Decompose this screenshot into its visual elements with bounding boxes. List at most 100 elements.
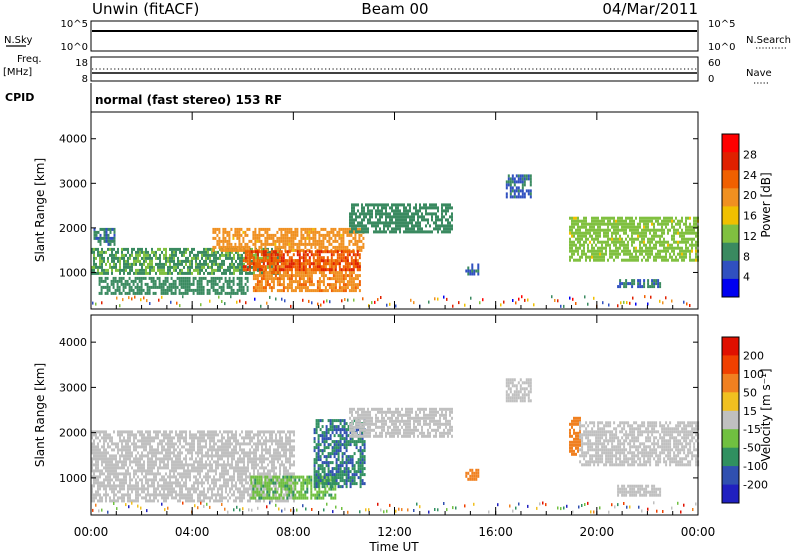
power-cell bbox=[241, 280, 243, 283]
power-cell bbox=[271, 277, 273, 280]
velocity-cell bbox=[201, 451, 203, 454]
power-cell bbox=[573, 226, 575, 229]
power-cell bbox=[629, 226, 631, 229]
power-cell bbox=[583, 244, 585, 247]
power-cell bbox=[569, 297, 571, 300]
power-cell bbox=[255, 268, 257, 271]
velocity-cell bbox=[193, 433, 195, 436]
power-cell bbox=[655, 282, 657, 285]
power-cell bbox=[320, 228, 322, 231]
power-cell bbox=[298, 246, 300, 249]
power-cell bbox=[395, 305, 397, 308]
power-cell bbox=[631, 223, 633, 226]
velocity-cell bbox=[193, 469, 195, 472]
velocity-cell bbox=[259, 430, 261, 433]
power-cell bbox=[593, 238, 595, 241]
velocity-cell bbox=[197, 436, 199, 439]
power-cell bbox=[259, 265, 261, 268]
power-cell bbox=[617, 238, 619, 241]
power-cell bbox=[309, 256, 311, 259]
velocity-cell bbox=[157, 472, 159, 475]
power-cell bbox=[253, 277, 255, 280]
power-cell bbox=[104, 240, 106, 243]
velocity-cell bbox=[111, 499, 113, 502]
power-cell bbox=[677, 259, 679, 262]
power-cell bbox=[330, 243, 332, 246]
power-cell bbox=[447, 203, 449, 206]
power-cell bbox=[229, 280, 231, 283]
velocity-cell bbox=[171, 439, 173, 442]
velocity-cell bbox=[191, 496, 193, 499]
power-cell bbox=[300, 228, 302, 231]
power-cell bbox=[512, 177, 514, 180]
velocity-cell bbox=[249, 460, 251, 463]
power-cell bbox=[191, 266, 193, 269]
power-cell bbox=[267, 259, 269, 262]
power-cell bbox=[127, 292, 129, 295]
velocity-cell bbox=[169, 445, 171, 448]
velocity-cell bbox=[187, 463, 189, 466]
power-cell bbox=[391, 227, 393, 230]
power-cell bbox=[351, 262, 353, 265]
power-cell bbox=[185, 272, 187, 275]
power-cell bbox=[273, 259, 275, 262]
power-cell bbox=[159, 248, 161, 251]
velocity-cell bbox=[167, 439, 169, 442]
power-cell bbox=[226, 243, 228, 246]
power-cell bbox=[374, 301, 376, 304]
power-cell bbox=[452, 305, 454, 308]
power-cell bbox=[635, 256, 637, 259]
velocity-cell bbox=[267, 448, 269, 451]
velocity-cell bbox=[221, 457, 223, 460]
power-cell bbox=[373, 206, 375, 209]
velocity-cell bbox=[125, 472, 127, 475]
power-cell bbox=[447, 227, 449, 230]
velocity-cell bbox=[157, 436, 159, 439]
power-cell bbox=[117, 251, 119, 254]
power-cell bbox=[667, 220, 669, 223]
power-cell bbox=[219, 263, 221, 266]
power-cell bbox=[99, 260, 101, 263]
velocity-cell bbox=[269, 460, 271, 463]
velocity-cell bbox=[179, 499, 181, 502]
power-cell bbox=[340, 234, 342, 237]
velocity-cell bbox=[251, 463, 253, 466]
power-cell bbox=[225, 269, 227, 272]
power-cell bbox=[585, 256, 587, 259]
power-cell bbox=[361, 203, 363, 206]
power-cell bbox=[603, 259, 605, 262]
power-cell bbox=[163, 266, 165, 269]
power-cell bbox=[103, 280, 105, 283]
power-cell bbox=[597, 241, 599, 244]
power-cell bbox=[363, 206, 365, 209]
velocity-cell bbox=[137, 475, 139, 478]
power-cell bbox=[274, 240, 276, 243]
power-cell bbox=[147, 292, 149, 295]
power-cell bbox=[239, 283, 241, 286]
power-cell bbox=[273, 283, 275, 286]
power-cell bbox=[397, 221, 399, 224]
velocity-cell bbox=[131, 490, 133, 493]
power-cell bbox=[101, 254, 103, 257]
power-cell bbox=[271, 289, 273, 292]
velocity-cell bbox=[135, 469, 137, 472]
velocity-cell bbox=[105, 490, 107, 493]
velocity-cell bbox=[111, 487, 113, 490]
velocity-cell bbox=[119, 496, 121, 499]
power-cell bbox=[355, 286, 357, 289]
power-cell bbox=[189, 266, 191, 269]
power-cell bbox=[657, 285, 659, 288]
power-cell bbox=[217, 289, 219, 292]
power-cell bbox=[111, 266, 113, 269]
velocity-cell bbox=[197, 496, 199, 499]
power-cell bbox=[257, 253, 259, 256]
power-cell bbox=[310, 231, 312, 234]
power-cell bbox=[137, 292, 139, 295]
power-cell bbox=[625, 259, 627, 262]
velocity-cell bbox=[187, 451, 189, 454]
velocity-cell bbox=[157, 484, 159, 487]
velocity-cell bbox=[109, 436, 111, 439]
power-cell bbox=[395, 206, 397, 209]
power-cell bbox=[207, 254, 209, 257]
power-cell bbox=[211, 269, 213, 272]
